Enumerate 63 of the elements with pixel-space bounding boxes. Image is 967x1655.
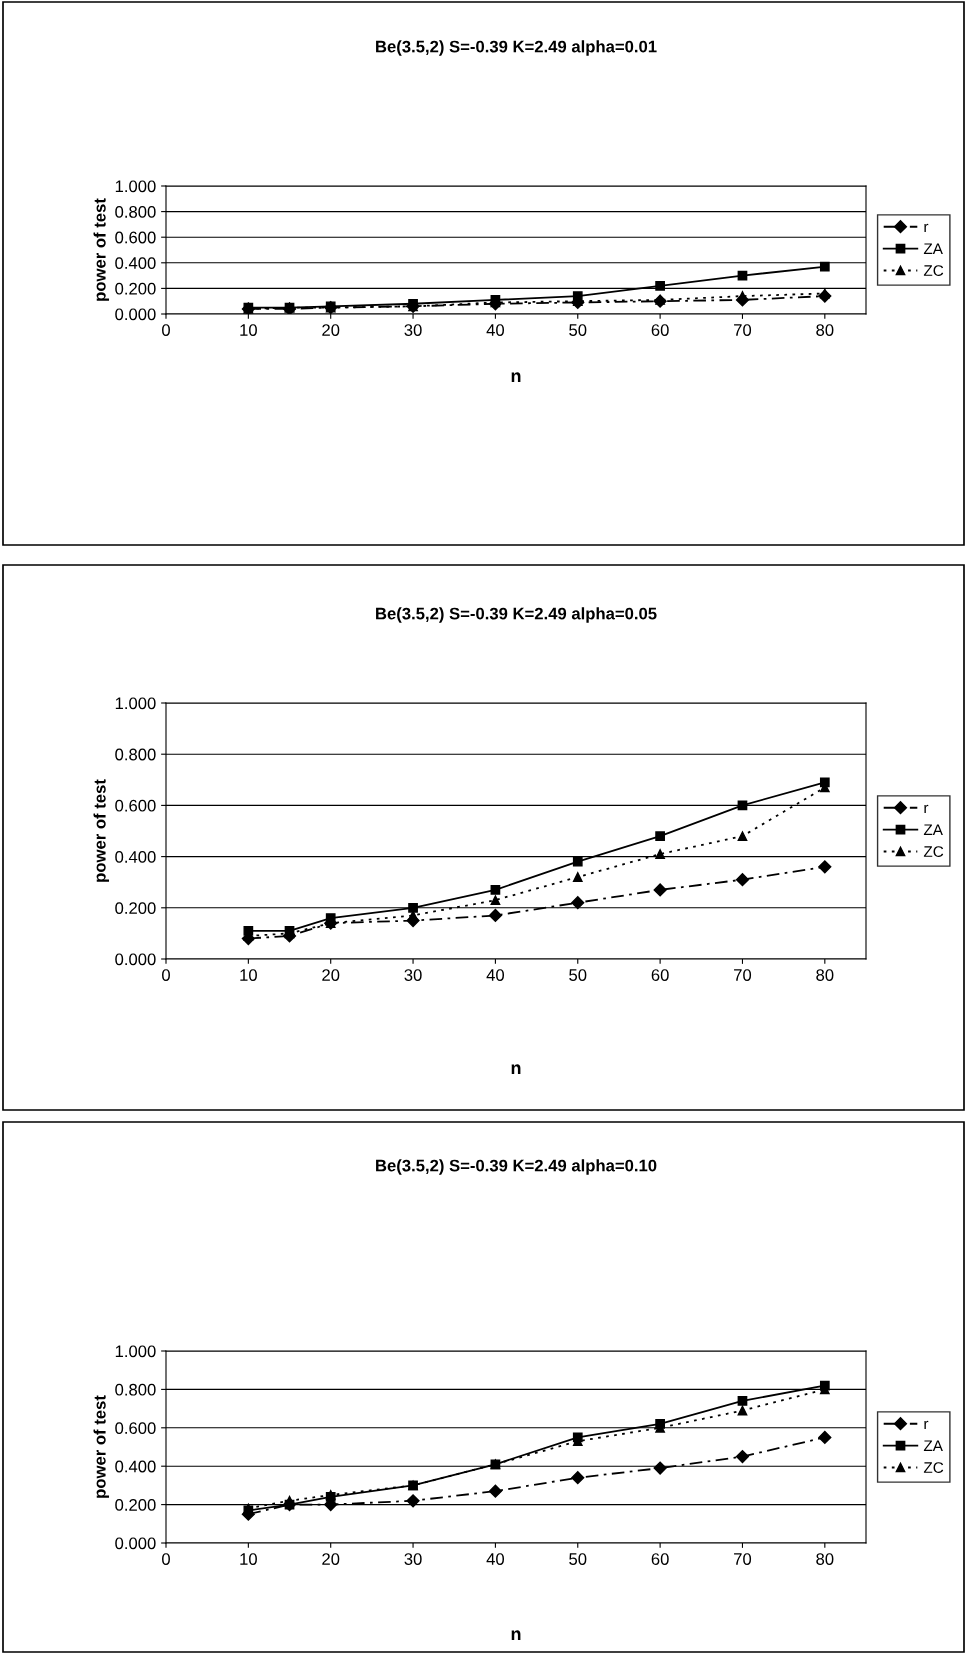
y-tick-label: 0.800 xyxy=(115,748,156,761)
x-tick-label: 0 xyxy=(162,969,170,981)
x-tick-label: 40 xyxy=(486,1553,505,1565)
y-tick-label: 0.800 xyxy=(115,1383,156,1396)
legend-label: ZC xyxy=(923,265,944,276)
x-tick-label: 60 xyxy=(651,324,669,336)
x-tick-label: 30 xyxy=(404,1553,422,1565)
x-tick-label: 20 xyxy=(322,969,340,981)
y-tick-label: 0.400 xyxy=(115,257,156,269)
legend-label: ZC xyxy=(923,1462,944,1473)
y-tick-label: 0.000 xyxy=(115,308,156,321)
x-tick-label: 80 xyxy=(816,1553,834,1565)
y-tick-label: 0.200 xyxy=(115,902,156,914)
x-tick-label: 10 xyxy=(240,969,257,981)
x-tick-label: 0 xyxy=(162,324,170,336)
y-tick-label: 0.200 xyxy=(115,1499,156,1511)
chart-title: Be(3.5,2) S=-0.39 K=2.49 alpha=0.10 xyxy=(376,1159,657,1175)
y-tick-label: 0.800 xyxy=(115,206,156,218)
x-tick-label: 80 xyxy=(816,324,834,336)
x-tick-label: 50 xyxy=(569,324,587,336)
y-tick-label: 0.600 xyxy=(115,231,156,244)
y-axis-title: power of test xyxy=(93,779,110,882)
y-axis-title: power of test xyxy=(93,198,110,301)
x-tick-label: 30 xyxy=(404,969,422,981)
y-tick-label: 0.400 xyxy=(115,1460,156,1473)
y-tick-label: 1.000 xyxy=(115,180,156,193)
x-tick-label: 80 xyxy=(816,969,834,981)
x-axis-title: n xyxy=(511,1064,521,1075)
x-axis-title: n xyxy=(511,1630,521,1641)
x-tick-label: 70 xyxy=(734,969,752,981)
x-tick-label: 10 xyxy=(240,324,257,336)
y-tick-label: 1.000 xyxy=(115,697,156,710)
legend-label: r xyxy=(924,1420,929,1430)
x-tick-label: 20 xyxy=(322,1553,340,1565)
y-tick-label: 0.600 xyxy=(115,1422,156,1434)
y-tick-label: 0.400 xyxy=(115,851,156,863)
x-tick-label: 60 xyxy=(651,1553,669,1565)
chart-title: Be(3.5,2) S=-0.39 K=2.49 alpha=0.01 xyxy=(376,40,657,56)
y-tick-label: 0.000 xyxy=(115,953,156,966)
y-tick-label: 0.200 xyxy=(115,282,156,295)
legend-label: ZA xyxy=(923,243,943,254)
y-tick-label: 0.000 xyxy=(115,1537,156,1550)
x-tick-label: 70 xyxy=(734,1553,752,1565)
legend-label: ZA xyxy=(923,824,943,835)
x-tick-label: 60 xyxy=(651,969,669,981)
x-tick-label: 40 xyxy=(486,324,505,336)
x-tick-label: 10 xyxy=(240,1553,257,1565)
legend-label: r xyxy=(924,223,929,233)
x-tick-label: 20 xyxy=(322,324,340,336)
x-tick-label: 30 xyxy=(404,324,422,336)
y-tick-label: 1.000 xyxy=(115,1345,156,1358)
x-tick-label: 50 xyxy=(569,1553,587,1565)
x-tick-label: 50 xyxy=(569,969,587,981)
x-tick-label: 40 xyxy=(486,969,505,981)
x-axis-title: n xyxy=(511,372,521,383)
y-axis-title: power of test xyxy=(93,1395,110,1498)
chart-title: Be(3.5,2) S=-0.39 K=2.49 alpha=0.05 xyxy=(376,607,657,623)
legend-label: r xyxy=(924,804,929,814)
y-tick-label: 0.600 xyxy=(115,799,156,812)
x-tick-label: 0 xyxy=(162,1553,170,1565)
legend-label: ZC xyxy=(923,846,944,857)
legend-label: ZA xyxy=(923,1440,943,1451)
x-tick-label: 70 xyxy=(734,324,752,336)
